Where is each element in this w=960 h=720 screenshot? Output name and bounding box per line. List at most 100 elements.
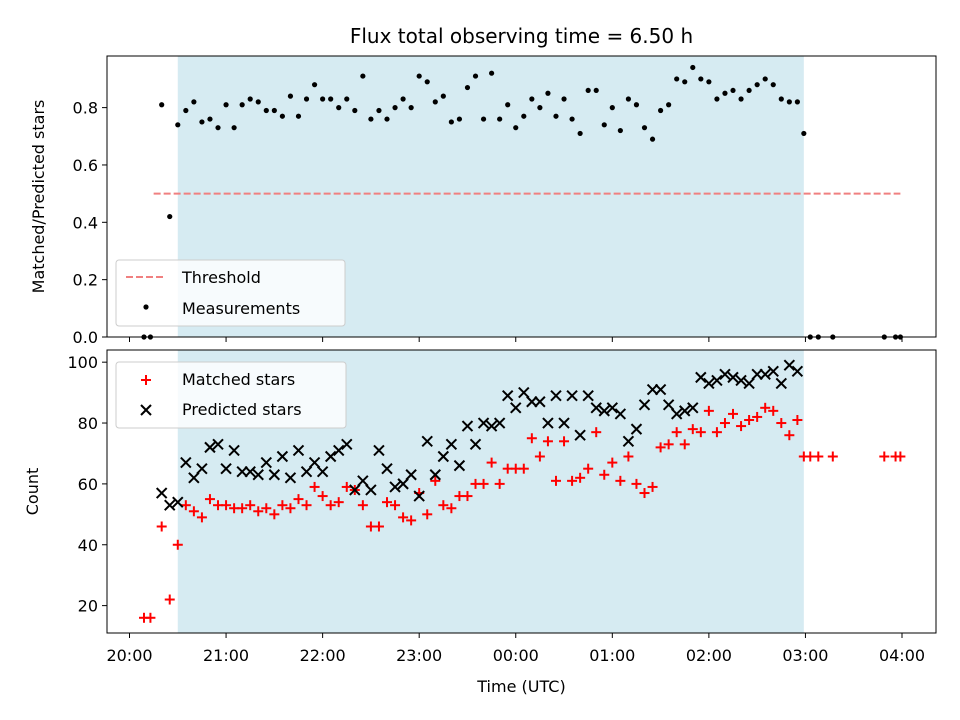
measurement-point: [287, 93, 294, 99]
measurement-point: [231, 125, 237, 131]
measurement-point: [159, 102, 165, 108]
predicted-stars-point: [308, 456, 321, 469]
measurement-point: [722, 90, 728, 96]
y-tick-label: 0.8: [73, 99, 98, 118]
predicted-stars-point: [743, 377, 755, 390]
predicted-stars-point: [477, 417, 490, 429]
time-x-ticks: 20:00 21:00 22:00 23:00 00:00 01:00 02:00 03:00…: [106, 633, 925, 665]
ratio-y-ticks: 0.0 0.2 0.4 0.6 0.8: [73, 99, 107, 347]
measurements-legend-label: Measurements: [182, 299, 300, 318]
measurement-point: [408, 105, 414, 111]
measurement-point: [215, 125, 221, 131]
measurement-point: [593, 87, 599, 94]
predicted-stars-point: [735, 374, 747, 387]
predicted-stars-point: [574, 429, 586, 441]
predicted-stars-point: [662, 399, 675, 411]
predicted-stars-point: [212, 438, 224, 451]
predicted-stars-points: [155, 359, 804, 511]
measurement-point: [537, 105, 543, 111]
predicted-stars-point: [759, 368, 771, 381]
predicted-stars-point: [638, 399, 651, 411]
predicted-stars-point: [590, 402, 602, 414]
predicted-stars-point: [783, 359, 796, 371]
matched-stars-point: [478, 478, 489, 489]
matched-stars-point: [293, 494, 304, 505]
measurement-point: [738, 96, 744, 102]
x-tick-label: 02:00: [686, 646, 732, 665]
matched-stars-point: [253, 506, 264, 517]
measurement-point: [497, 116, 503, 122]
measurement-point: [336, 105, 342, 111]
measurement-point: [714, 96, 720, 102]
measurement-point: [794, 99, 800, 105]
predicted-stars-point: [453, 459, 466, 472]
predicted-stars-point: [558, 417, 570, 429]
measurement-point: [271, 107, 277, 114]
matched-stars-point: [719, 418, 730, 429]
measurement-point: [384, 116, 390, 122]
matched-stars-point: [269, 509, 280, 520]
predicted-stars-point: [381, 462, 393, 475]
predicted-stars-point: [679, 405, 691, 417]
matched-stars-point: [567, 475, 578, 486]
ratio-x-ticks: [129, 337, 903, 342]
predicted-stars-point: [357, 475, 369, 487]
measurement-point: [456, 116, 463, 122]
matched-stars-point: [768, 405, 779, 416]
matched-stars-point: [663, 439, 674, 450]
predicted-stars-point: [204, 441, 216, 454]
measurement-point: [464, 84, 471, 91]
matched-stars-point: [695, 427, 706, 438]
matched-stars-point: [792, 414, 803, 425]
y-tick-label: 80: [78, 414, 98, 433]
measurement-point: [746, 87, 752, 94]
predicted-stars-point: [155, 487, 168, 499]
ratio-axes-frame: [106, 55, 937, 338]
measurement-point: [432, 99, 438, 105]
matched-stars-point: [550, 475, 561, 486]
matched-stars-point: [687, 424, 698, 435]
matched-stars-point: [188, 506, 199, 517]
matched-stars-point: [317, 491, 328, 502]
measurement-point: [295, 113, 302, 119]
matched-stars-point: [221, 500, 232, 511]
measurement-point: [311, 82, 318, 88]
predicted-stars-point: [172, 496, 184, 508]
y-tick-label: 100: [67, 353, 98, 372]
matched-stars-point: [559, 436, 570, 447]
predicted-stars-point: [518, 386, 530, 399]
matched-stars-point: [752, 411, 763, 422]
matched-stars-point: [196, 512, 207, 523]
x-tick-label: 21:00: [203, 646, 249, 665]
matched-stars-point: [446, 503, 457, 514]
matched-stars-point: [526, 433, 537, 444]
matched-stars-point: [438, 500, 449, 511]
predicted-stars-point: [188, 472, 200, 484]
predicted-stars-point: [775, 377, 788, 390]
predicted-stars-point: [252, 469, 264, 481]
chart-title: Flux total observing time = 6.50 h: [350, 24, 693, 48]
measurement-point: [247, 96, 253, 102]
predicted-stars-point: [703, 377, 715, 390]
matched-stars-point: [879, 451, 890, 462]
matched-stars-point: [776, 418, 787, 429]
predicted-stars-point: [542, 417, 554, 429]
predicted-stars-point: [284, 472, 297, 484]
predicted-stars-point: [421, 435, 433, 447]
predicted-stars-point: [324, 450, 337, 463]
measurement-point: [352, 107, 358, 114]
matched-stars-point: [575, 472, 586, 483]
predicted-stars-point: [276, 450, 289, 463]
matched-legend-label: Matched stars: [182, 370, 295, 389]
matched-stars-point: [760, 402, 771, 413]
predicted-stars-point: [791, 365, 804, 378]
measurement-point: [601, 122, 607, 128]
matched-stars-point: [518, 463, 529, 474]
predicted-stars-point: [333, 444, 345, 457]
matched-stars-point: [430, 475, 441, 486]
y-tick-label: 20: [78, 597, 98, 616]
matched-stars-point: [204, 494, 215, 505]
measurement-point: [666, 102, 672, 108]
matched-stars-point: [261, 503, 272, 514]
